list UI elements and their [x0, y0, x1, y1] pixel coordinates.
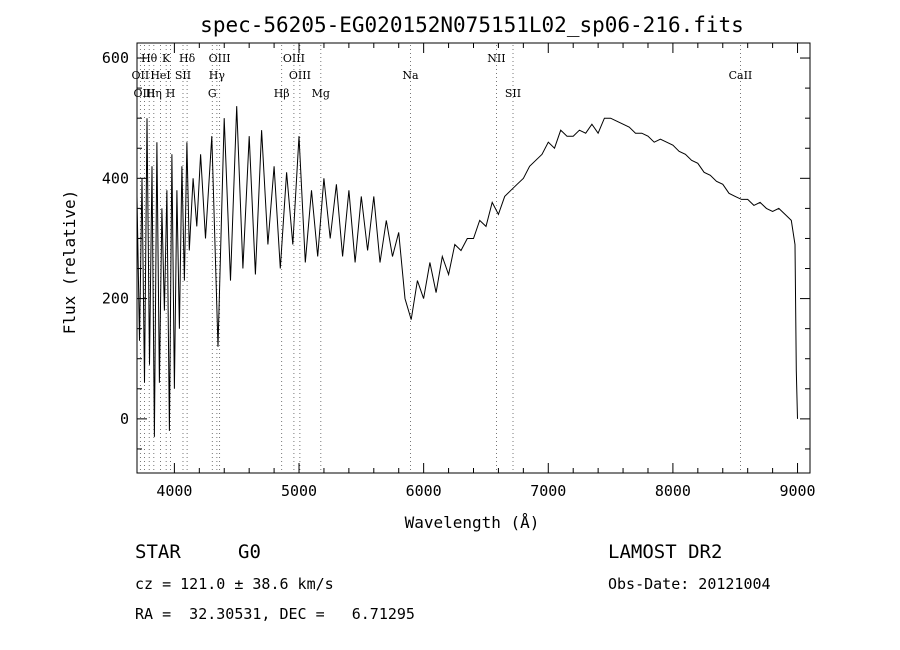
spectral-line-label: OIII	[209, 52, 231, 65]
object-subclass: G0	[238, 541, 261, 563]
object-class: STAR	[135, 541, 181, 563]
redshift-velocity: cz = 121.0 ± 38.6 km/s	[135, 575, 334, 593]
spectral-line-label: SII	[175, 69, 191, 82]
observation-date: Obs-Date: 20121004	[608, 575, 771, 593]
spectral-line-label: K	[162, 52, 171, 65]
spectral-line-label: Na	[402, 69, 419, 82]
spectral-line-label: OII	[132, 69, 150, 82]
x-tick-label: 6000	[406, 482, 442, 500]
y-tick-label: 600	[102, 49, 129, 67]
y-tick-label: 400	[102, 169, 129, 187]
spectral-line-label: Hη	[146, 87, 162, 100]
plot-frame	[136, 42, 811, 474]
spectral-line-label: Hβ	[274, 87, 290, 100]
spectral-line-label: OIII	[289, 69, 311, 82]
plot-border	[136, 42, 811, 474]
spectral-line-label: G	[208, 87, 217, 100]
x-tick-label: 7000	[530, 482, 566, 500]
chart-title: spec-56205-EG020152N075151L02_sp06-216.f…	[200, 13, 744, 37]
sky-coordinates: RA = 32.30531, DEC = 6.71295	[135, 605, 415, 623]
spectral-line-label: HeI	[150, 69, 170, 82]
spectral-line-label: H	[166, 87, 176, 100]
x-tick-label: 8000	[655, 482, 691, 500]
y-tick-label: 0	[120, 410, 129, 428]
x-tick-label: 4000	[156, 482, 192, 500]
y-axis-label: Flux (relative)	[60, 190, 79, 335]
spectral-line-label: CaII	[729, 69, 753, 82]
spectral-line-label: OIII	[133, 87, 155, 100]
survey-name: LAMOST DR2	[608, 541, 723, 563]
x-tick-label: 9000	[779, 482, 815, 500]
y-tick-label: 200	[102, 290, 129, 308]
spectral-line-label: Mg	[312, 87, 330, 100]
spectral-line-label: Hγ	[209, 69, 226, 82]
y-axis: 0 200 400 600	[102, 49, 810, 450]
x-axis: 4000 5000 6000 7000 8000 9000	[156, 43, 816, 500]
spectral-line-label: NII	[487, 52, 505, 65]
x-tick-label: 5000	[281, 482, 317, 500]
spectral-line-label: Hδ	[179, 52, 196, 65]
x-axis-label: Wavelength (Å)	[405, 513, 540, 532]
spectral-line-label: OIII	[283, 52, 305, 65]
spectral-line-label: SII	[505, 87, 521, 100]
spectrum-series-line	[136, 106, 798, 437]
